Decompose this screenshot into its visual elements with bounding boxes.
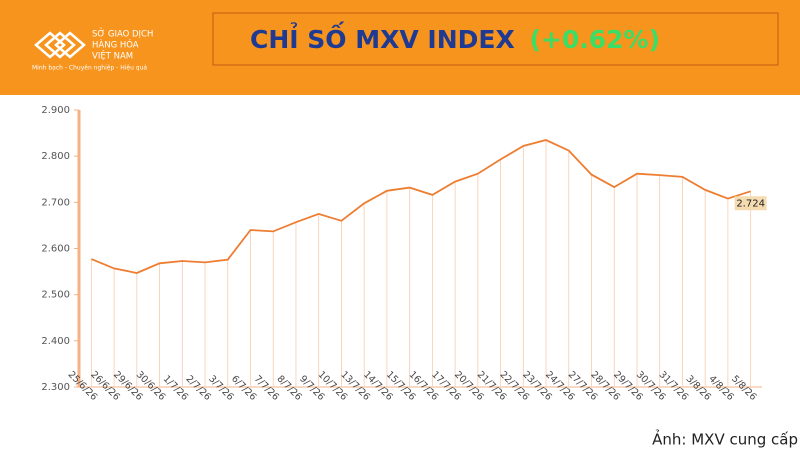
value-label-box xyxy=(734,196,767,211)
y-tick-label: 2.700 xyxy=(41,197,70,208)
chart-title: CHỈ SỐ MXV INDEX xyxy=(250,21,515,54)
x-tick-label: 5/8/26 xyxy=(729,373,758,402)
caption: Ảnh: MXV cung cấp xyxy=(652,429,798,449)
change: (+0.62%) xyxy=(529,25,660,54)
logo-text: SỞ GIAO DỊCH xyxy=(92,28,153,40)
logo-icon xyxy=(34,31,86,59)
y-tick-label: 2.300 xyxy=(41,382,70,393)
logo-text: VIỆT NAM xyxy=(92,50,133,62)
title-box xyxy=(212,12,779,66)
y-tick-label: 2.400 xyxy=(41,336,70,347)
title-text: CHỈ SỐ MXV INDEX (+0.62%) xyxy=(250,21,660,54)
logo-tagline: Minh bạch - Chuyên nghiệp - Hiệu quả xyxy=(32,65,147,72)
header-band xyxy=(0,0,800,95)
y-tick-label: 2.500 xyxy=(41,290,70,301)
value-label: 2.724 xyxy=(736,198,765,209)
y-tick-label: 2.800 xyxy=(41,151,70,162)
logo-text: HÀNG HÓA xyxy=(92,39,139,51)
y-tick-label: 2.600 xyxy=(41,244,70,255)
series-line xyxy=(91,139,751,274)
y-tick-label: 2.900 xyxy=(41,105,70,116)
